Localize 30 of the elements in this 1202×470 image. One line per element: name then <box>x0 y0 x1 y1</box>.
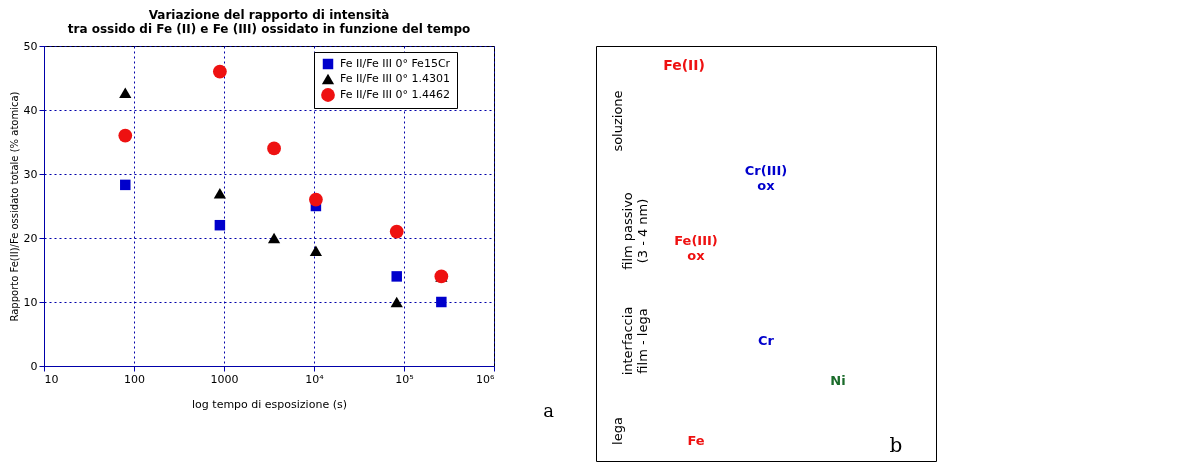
text: Fe(III) ox <box>674 233 718 263</box>
text: Cr(III) ox <box>744 163 788 193</box>
x-tick-label: 10⁶ <box>476 372 496 386</box>
text: Fe <box>687 433 705 448</box>
y-tick-label: 40 <box>23 103 38 117</box>
y-axis-title: Rapporto Fe(II)/Fe ossidato totale (% atomica) <box>8 91 20 322</box>
x-tick-label: 10⁴ <box>305 372 325 386</box>
legend-label: Fe II/Fe III 0° Fe15Cr <box>340 57 451 70</box>
text: lega <box>610 417 625 445</box>
text: a <box>543 400 555 421</box>
text: Fe(II) <box>663 57 705 73</box>
y-tick-label: 10 <box>23 295 38 309</box>
text: Cr <box>758 333 775 348</box>
y-tick-label: 0 <box>30 359 38 373</box>
y-tick-label: 50 <box>23 39 38 53</box>
legend-label: Fe II/Fe III 0° 1.4462 <box>340 88 450 101</box>
text: interfaccia film - lega <box>620 306 650 376</box>
x-tick-label: 10 <box>44 372 59 386</box>
legend-label: Fe II/Fe III 0° 1.4301 <box>340 72 450 85</box>
y-tick-label: 30 <box>23 167 38 181</box>
x-tick-label: 1000 <box>210 372 239 386</box>
text: Ni <box>830 373 846 388</box>
text: b <box>889 433 903 457</box>
x-tick-label: 10⁵ <box>395 372 414 386</box>
x-tick-label: 100 <box>124 372 145 386</box>
text: film passivo (3 - 4 nm) <box>620 192 650 270</box>
x-axis-title: log tempo di esposizione (s) <box>192 397 347 411</box>
text: soluzione <box>610 90 625 152</box>
y-tick-label: 20 <box>23 231 38 245</box>
chart-title: Variazione del rapporto di intensità tra ossido di Fe (II) e Fe (III) ossidato in funzione del tempo <box>67 8 471 36</box>
